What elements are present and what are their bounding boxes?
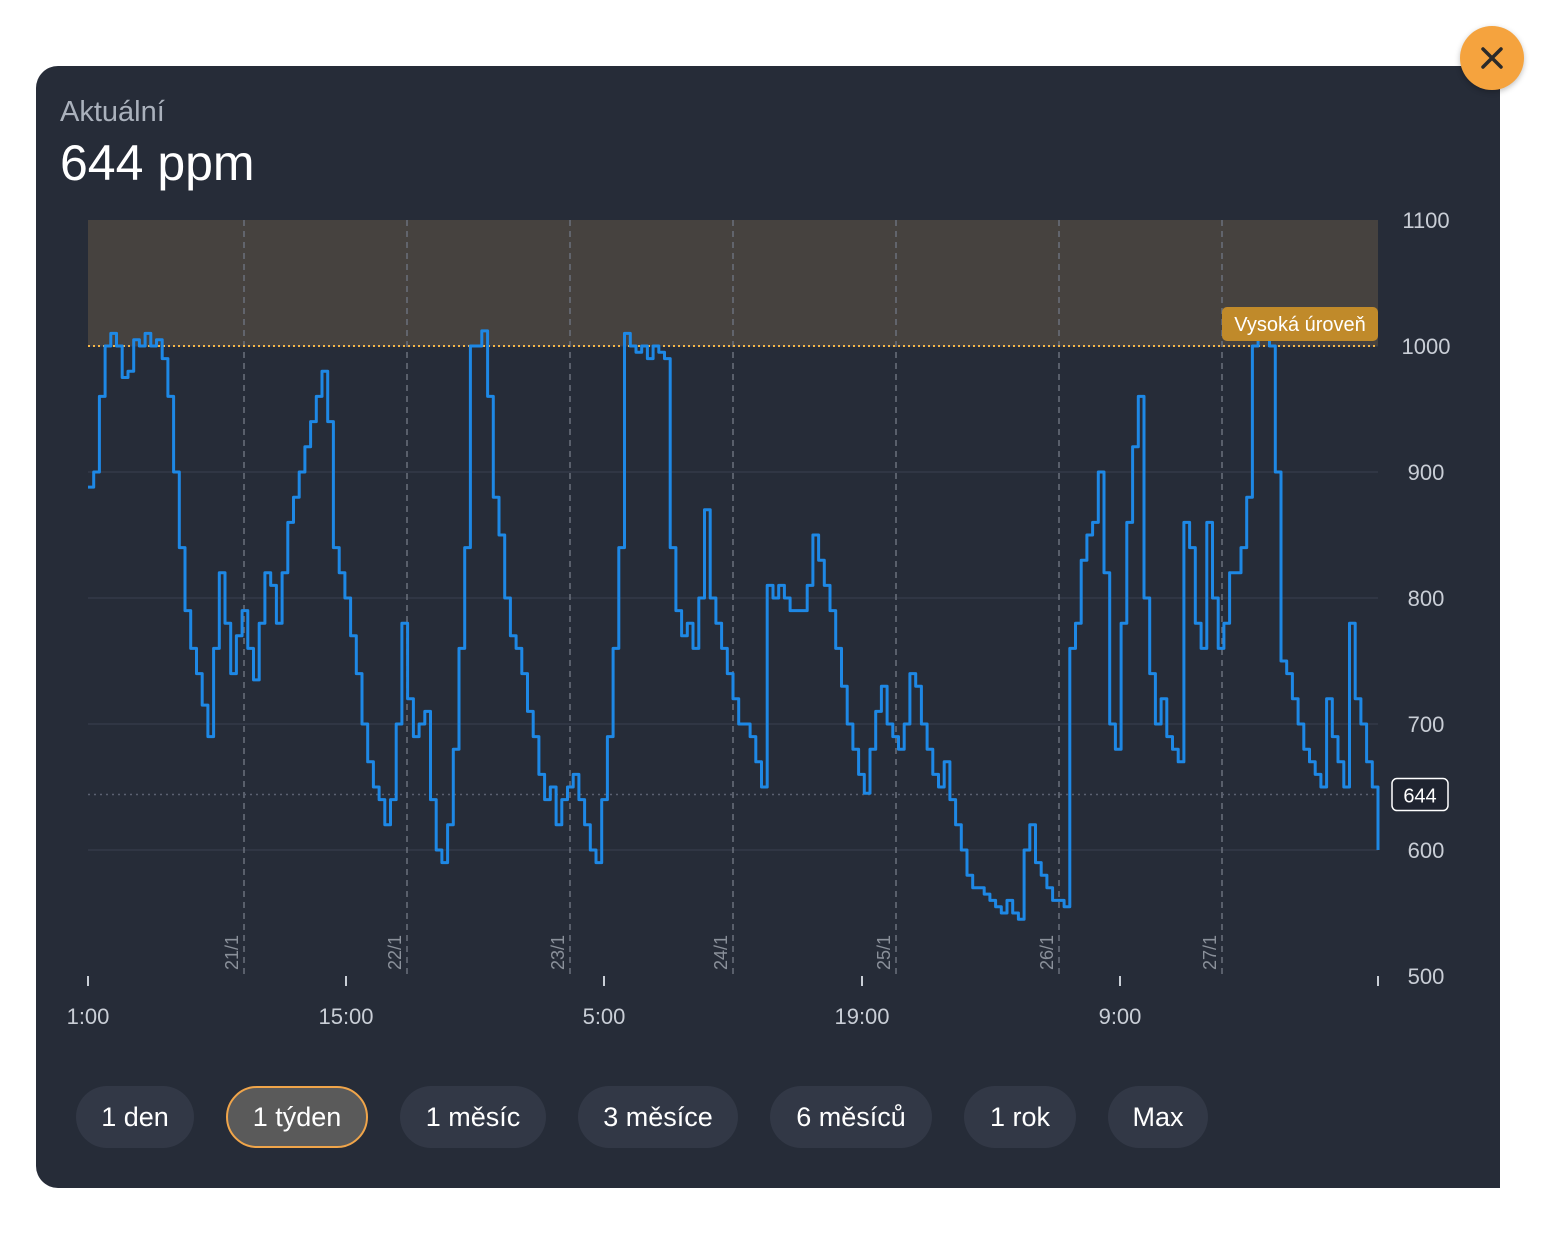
day-marker-label: 25/1 bbox=[874, 935, 894, 970]
series-line bbox=[88, 319, 1380, 921]
day-marker-label: 22/1 bbox=[385, 935, 405, 970]
day-marker-label: 23/1 bbox=[548, 935, 568, 970]
y-tick-label: 500 bbox=[1408, 964, 1445, 989]
range-button-1-month[interactable]: 1 měsíc bbox=[400, 1086, 546, 1148]
day-marker-label: 24/1 bbox=[711, 935, 731, 970]
range-button-1-day[interactable]: 1 den bbox=[76, 1086, 194, 1148]
y-tick-label: 700 bbox=[1408, 712, 1445, 737]
range-button-3-months[interactable]: 3 měsíce bbox=[578, 1086, 738, 1148]
range-button-1-year[interactable]: 1 rok bbox=[964, 1086, 1076, 1148]
day-marker-label: 21/1 bbox=[222, 935, 242, 970]
day-marker-label: 26/1 bbox=[1037, 935, 1057, 970]
x-tick-label: 19:00 bbox=[834, 1004, 889, 1029]
chart-modal: Aktuální 644 ppm 500 600 700 800 900 1000 1100… bbox=[36, 66, 1500, 1188]
close-button[interactable] bbox=[1460, 26, 1524, 90]
range-button-1-week[interactable]: 1 týden bbox=[226, 1086, 368, 1148]
threshold-label: Vysoká úroveň bbox=[1234, 314, 1366, 336]
y-tick-label: 1000 bbox=[1402, 334, 1451, 359]
close-icon bbox=[1481, 47, 1503, 69]
current-value: 644 ppm bbox=[60, 135, 255, 191]
x-tick-label: 15:00 bbox=[318, 1004, 373, 1029]
current-label: Aktuální bbox=[60, 96, 165, 128]
range-button-6-months[interactable]: 6 měsíců bbox=[770, 1086, 932, 1148]
threshold-badge bbox=[1222, 307, 1378, 341]
y-tick-label: 600 bbox=[1408, 838, 1445, 863]
day-marker-label: 27/1 bbox=[1200, 935, 1220, 970]
y-tick-label: 1100 bbox=[1402, 208, 1449, 233]
range-button-max[interactable]: Max bbox=[1108, 1086, 1208, 1148]
y-tick-label: 900 bbox=[1408, 460, 1445, 485]
co2-chart: 500 600 700 800 900 1000 1100 21/1 22/1 23/1 24/1 2… bbox=[67, 208, 1451, 1029]
current-value-label: 644 bbox=[1403, 786, 1436, 808]
y-tick-label: 800 bbox=[1408, 586, 1445, 611]
x-tick-label: 1:00 bbox=[67, 1004, 110, 1029]
x-tick-label: 5:00 bbox=[583, 1004, 626, 1029]
current-value-badge bbox=[1391, 777, 1449, 812]
x-tick-label: 9:00 bbox=[1099, 1004, 1142, 1029]
high-zone-band bbox=[88, 220, 1378, 346]
